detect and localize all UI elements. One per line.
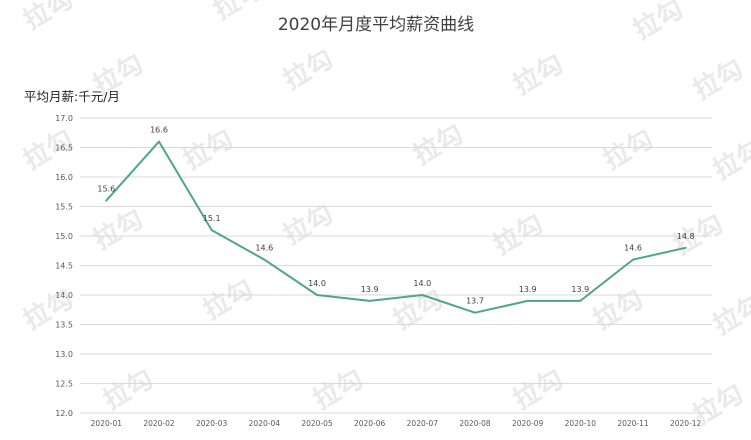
watermark-text: 拉勾 [278,43,339,96]
y-tick-label: 15.5 [55,203,73,212]
x-tick-label: 2020-06 [354,419,386,428]
data-label: 13.9 [519,285,537,294]
watermark-text: 拉勾 [18,0,79,36]
x-axis-ticks: 2020-01 2020-02 2020-03 2020-04 2020-05 2020-… [91,419,702,428]
x-tick-label: 2020-07 [407,419,439,428]
watermark-text: 拉勾 [708,133,751,186]
data-label: 14.0 [308,279,326,288]
series-line [105,140,687,314]
x-tick-label: 2020-08 [459,419,491,428]
data-label: 16.6 [150,126,168,135]
x-tick-label: 2020-09 [512,419,544,428]
watermark-text: 拉勾 [688,53,749,106]
x-tick-label: 2020-04 [249,419,281,428]
watermark-text: 拉勾 [388,283,449,336]
y-tick-label: 15.0 [55,232,73,241]
y-tick-label: 16.0 [55,173,73,182]
data-label: 13.7 [466,297,484,306]
x-tick-label: 2020-05 [301,419,333,428]
y-axis-ticks: 17.0 16.5 16.0 15.5 15.0 14.5 14.0 13.5 13.0 12.5… [55,114,73,418]
x-tick-label: 2020-02 [143,419,175,428]
watermark-text: 拉勾 [628,0,689,46]
y-tick-label: 13.0 [55,350,73,359]
data-label: 15.1 [203,214,221,223]
watermark-text: 拉勾 [488,208,549,261]
data-label: 15.6 [97,185,115,194]
gridlines [80,117,712,414]
y-tick-label: 12.5 [55,380,73,389]
y-tick-label: 17.0 [55,114,73,123]
data-label: 14.6 [624,244,642,253]
x-tick-label: 2020-03 [196,419,228,428]
watermark-text: 拉勾 [588,283,649,336]
y-tick-label: 14.5 [55,262,73,271]
watermark-text: 拉勾 [708,288,751,341]
watermark-text: 拉勾 [408,118,469,171]
watermark-text: 拉勾 [508,48,569,101]
watermark-text: 拉勾 [598,123,659,176]
watermark-text: 拉勾 [198,273,259,326]
x-tick-label: 2020-12 [670,419,702,428]
y-tick-label: 13.5 [55,321,73,330]
x-tick-label: 2020-11 [617,419,649,428]
watermark-text: 拉勾 [508,363,569,416]
x-tick-label: 2020-01 [91,419,123,428]
data-label: 13.9 [571,285,589,294]
y-tick-label: 14.0 [55,291,73,300]
watermark-text: 拉勾 [88,203,149,256]
y-tick-label: 16.5 [55,144,73,153]
watermark-text: 拉勾 [98,363,159,416]
data-labels: 15.6 16.6 15.1 14.6 14.0 13.9 14.0 13.7 13.9 13.9… [97,126,694,306]
data-label: 14.6 [255,244,273,253]
watermark-text: 拉勾 [308,363,369,416]
watermark-text: 拉勾 [178,123,239,176]
y-axis-label: 平均月薪:千元/月 [24,89,120,104]
data-label: 14.0 [413,279,431,288]
x-tick-label: 2020-10 [565,419,597,428]
y-tick-label: 12.0 [55,409,73,418]
series-line-group [105,140,687,314]
watermark-text: 拉勾 [208,0,269,26]
data-label: 14.8 [677,232,695,241]
chart-title: 2020年月度平均薪资曲线 [278,15,474,35]
data-label: 13.9 [361,285,379,294]
